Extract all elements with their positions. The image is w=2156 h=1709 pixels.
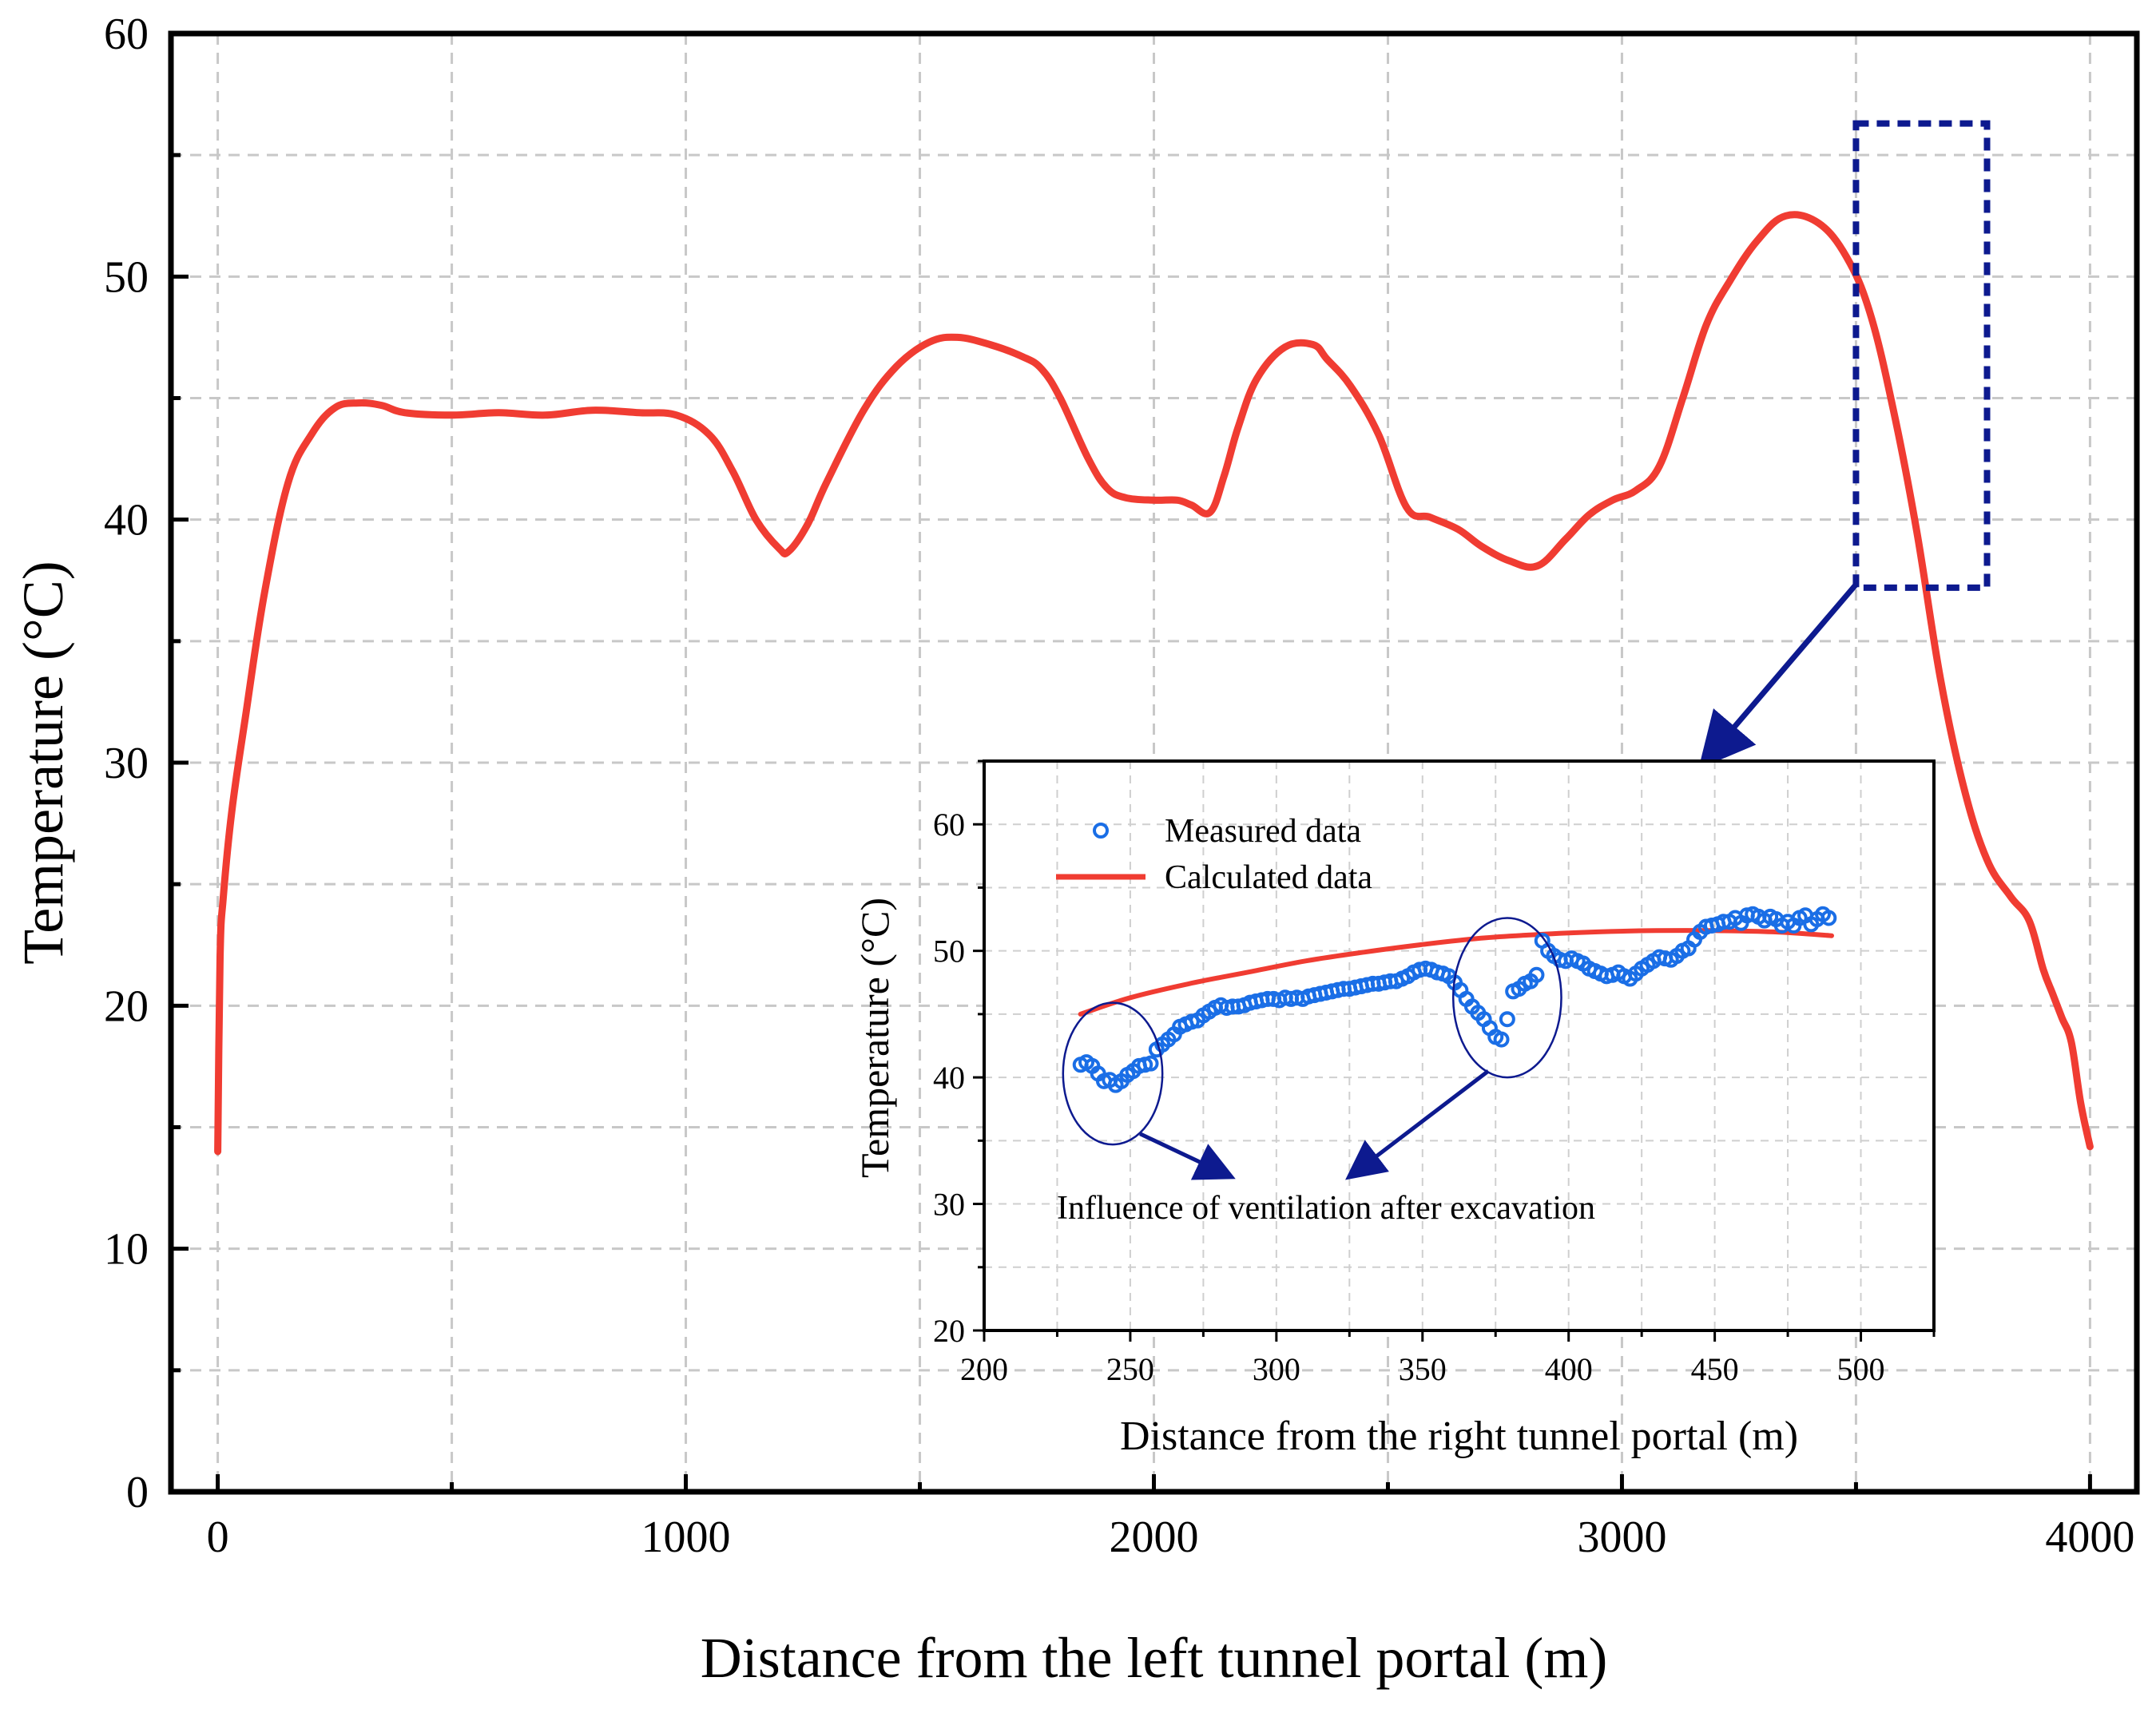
main-series <box>214 211 2094 1156</box>
main-plot-frame <box>168 30 2140 1495</box>
main-y-tick-label: 0 <box>126 1468 149 1517</box>
legend-marker-measured <box>1093 823 1109 839</box>
main-tick-labels: 0 1000 2000 3000 4000 0 10 20 30 40 50 60 <box>104 10 2134 1562</box>
inset-measured-point <box>1142 1055 1159 1072</box>
main-y-tick-label: 40 <box>104 496 149 545</box>
inset-y-tick-label: 60 <box>933 807 965 843</box>
zoom-region-box <box>1852 120 1991 591</box>
main-x-axis-label: Distance from the left tunnel portal (m) <box>701 1626 1608 1690</box>
inset-x-axis-label: Distance from the right tunnel portal (m… <box>1120 1414 1798 1459</box>
inset-y-tick-label: 40 <box>933 1060 965 1096</box>
inset-measured-point <box>1820 910 1837 926</box>
inset-y-tick-label: 20 <box>933 1313 965 1349</box>
main-x-tick-label: 3000 <box>1577 1513 1666 1562</box>
zoom-arrow <box>1698 582 1859 769</box>
inset-x-tick-label: 200 <box>960 1351 1008 1387</box>
inset-annotation-arrow <box>1139 1132 1236 1180</box>
legend-label-calculated: Calculated data <box>1165 859 1372 896</box>
inset-series <box>1072 906 1837 1093</box>
inset-measured-point <box>1493 1031 1510 1048</box>
main-x-tick-label: 4000 <box>2045 1513 2134 1562</box>
inset-circled-region <box>1451 917 1562 1079</box>
main-y-tick-label: 50 <box>104 252 149 302</box>
inset-annotation-arrow <box>1345 1069 1490 1180</box>
main-y-tick-label: 10 <box>104 1225 149 1275</box>
main-y-axis-label: Temperature (°C) <box>11 561 75 965</box>
main-x-tick-label: 1000 <box>641 1513 731 1562</box>
inset-plot-frame <box>983 759 1936 1332</box>
inset-x-tick-label: 250 <box>1106 1351 1154 1387</box>
inset-background <box>984 761 1934 1330</box>
inset-measured-point <box>1528 966 1545 983</box>
inset-annotations <box>1062 917 1562 1180</box>
inset-y-axis-label: Temperature (°C) <box>852 898 897 1178</box>
inset-grid <box>984 761 1934 1330</box>
main-annotations <box>1698 120 1991 769</box>
inset-y-tick-label: 50 <box>933 934 965 969</box>
inset-circled-region <box>1062 1001 1164 1146</box>
inset-y-tick-label: 30 <box>933 1187 965 1223</box>
main-y-tick-label: 30 <box>104 739 149 788</box>
main-x-tick-label: 2000 <box>1110 1513 1199 1562</box>
legend-label-measured: Measured data <box>1165 813 1361 850</box>
inset-x-tick-label: 400 <box>1545 1351 1593 1387</box>
inset-legend: Measured data Calculated data <box>1056 813 1372 896</box>
inset-measured-point <box>1499 1011 1515 1028</box>
inset-annotation-text: Influence of ventilation after excavatio… <box>1057 1190 1595 1227</box>
inset-x-tick-label: 500 <box>1837 1351 1885 1387</box>
inset-x-tick-label: 450 <box>1691 1351 1739 1387</box>
main-y-tick-label: 60 <box>104 10 149 59</box>
inset-x-tick-label: 350 <box>1399 1351 1447 1387</box>
main-x-tick-label: 0 <box>207 1513 229 1562</box>
inset-tick-labels: 200 250 300 350 400 450 500 20 30 40 50 60 <box>933 807 1885 1387</box>
main-series-line <box>214 211 2094 1156</box>
main-y-tick-label: 20 <box>104 981 149 1031</box>
inset-x-tick-label: 300 <box>1253 1351 1300 1387</box>
